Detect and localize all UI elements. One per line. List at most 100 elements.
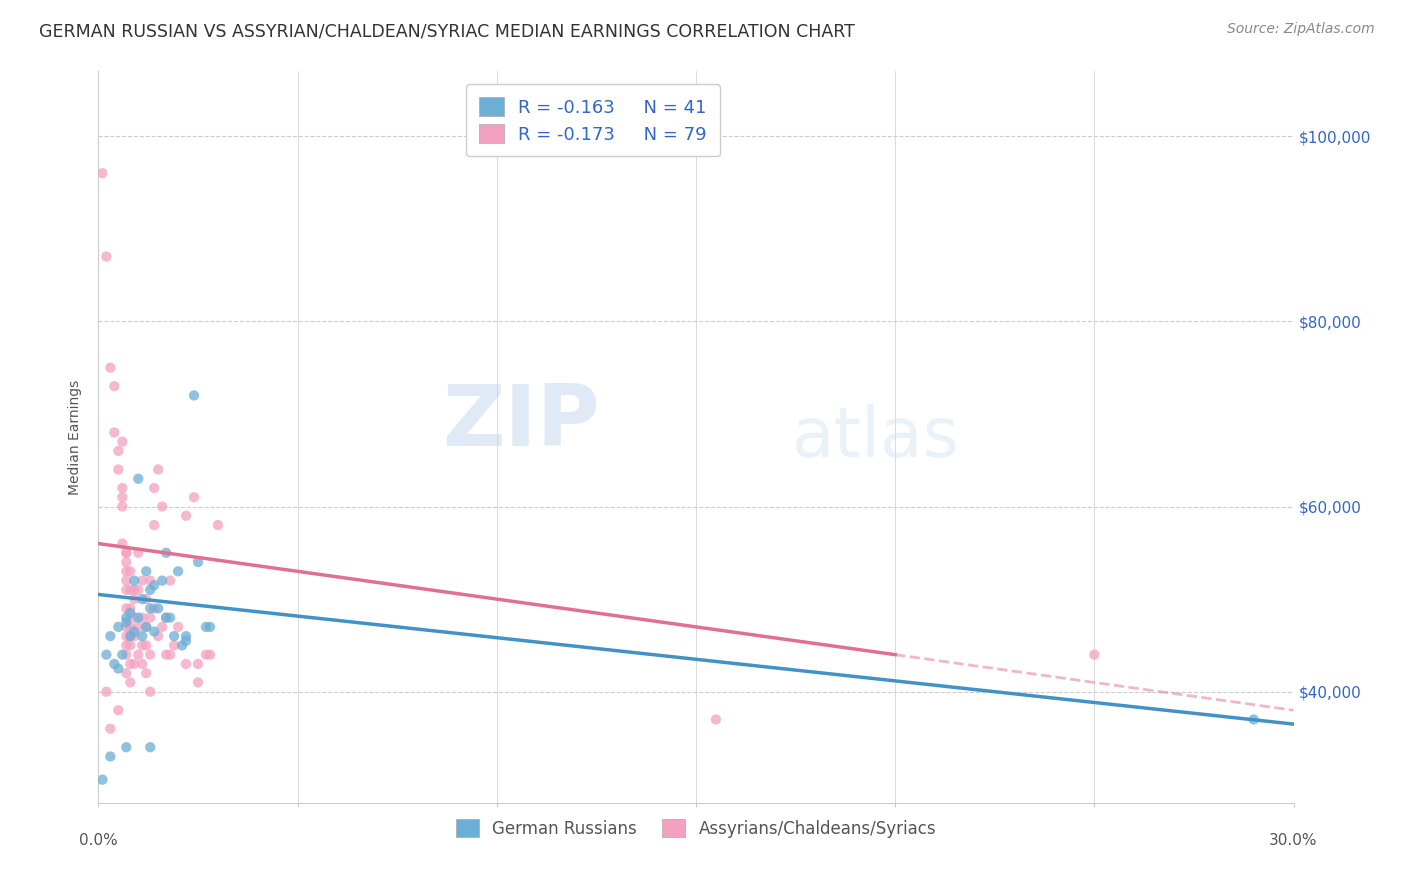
Point <box>120 582 142 597</box>
Point <box>115 615 138 630</box>
Point <box>115 666 138 681</box>
Text: atlas: atlas <box>792 403 959 471</box>
Point <box>127 648 149 662</box>
Point <box>135 565 157 579</box>
Point <box>150 500 173 514</box>
Point <box>143 601 166 615</box>
Point <box>135 620 157 634</box>
Point <box>174 508 197 523</box>
Point <box>135 639 157 653</box>
Text: ZIP: ZIP <box>443 381 600 464</box>
Point <box>155 546 177 560</box>
Point <box>143 578 166 592</box>
Point <box>115 546 138 560</box>
Point <box>148 462 170 476</box>
Point <box>155 610 177 624</box>
Point <box>127 582 149 597</box>
Point <box>98 722 122 736</box>
Point <box>96 684 118 698</box>
Point <box>131 574 153 588</box>
Point <box>120 675 142 690</box>
Point <box>135 666 157 681</box>
Point <box>163 629 186 643</box>
Point <box>150 620 173 634</box>
Point <box>174 657 197 671</box>
Point <box>115 574 138 588</box>
Point <box>111 500 134 514</box>
Point <box>115 565 138 579</box>
Y-axis label: Median Earnings: Median Earnings <box>69 379 83 495</box>
Point <box>115 639 138 653</box>
Point <box>127 610 149 624</box>
Point <box>96 250 118 264</box>
Point <box>207 518 229 533</box>
Point <box>183 490 205 504</box>
Point <box>124 582 146 597</box>
Point <box>107 462 129 476</box>
Point <box>139 601 162 615</box>
Point <box>115 582 138 597</box>
Point <box>111 434 134 449</box>
Point <box>198 648 221 662</box>
Point <box>91 166 114 180</box>
Point <box>131 657 153 671</box>
Point <box>124 629 146 643</box>
Point <box>159 610 181 624</box>
Point <box>103 379 125 393</box>
Point <box>139 648 162 662</box>
Point <box>115 601 138 615</box>
Point <box>139 610 162 624</box>
Point <box>131 610 153 624</box>
Point <box>139 740 162 755</box>
Text: Source: ZipAtlas.com: Source: ZipAtlas.com <box>1227 22 1375 37</box>
Point <box>111 536 134 550</box>
Point <box>124 574 146 588</box>
Point <box>103 657 125 671</box>
Point <box>115 620 138 634</box>
Point <box>120 565 142 579</box>
Point <box>148 629 170 643</box>
Point <box>139 684 162 698</box>
Point <box>115 648 138 662</box>
Point <box>107 661 129 675</box>
Point <box>127 620 149 634</box>
Point <box>120 620 142 634</box>
Point <box>148 601 170 615</box>
Point <box>143 518 166 533</box>
Point <box>120 629 142 643</box>
Point <box>198 620 221 634</box>
Point <box>120 629 142 643</box>
Point <box>115 610 138 624</box>
Point <box>131 592 153 607</box>
Point <box>115 555 138 569</box>
Point <box>167 565 190 579</box>
Point <box>143 624 166 639</box>
Point <box>159 648 181 662</box>
Point <box>124 657 146 671</box>
Point <box>103 425 125 440</box>
Point <box>107 444 129 458</box>
Point <box>96 648 118 662</box>
Point <box>98 749 122 764</box>
Point <box>174 629 197 643</box>
Point <box>124 610 146 624</box>
Point <box>127 472 149 486</box>
Point <box>174 633 197 648</box>
Point <box>98 629 122 643</box>
Point <box>120 639 142 653</box>
Point <box>187 555 209 569</box>
Point <box>115 740 138 755</box>
Point <box>187 657 209 671</box>
Point <box>167 620 190 634</box>
Legend: German Russians, Assyrians/Chaldeans/Syriacs: German Russians, Assyrians/Chaldeans/Syr… <box>444 807 948 849</box>
Text: 30.0%: 30.0% <box>1270 833 1317 848</box>
Point <box>155 648 177 662</box>
Point <box>1083 648 1105 662</box>
Point <box>131 639 153 653</box>
Point <box>1243 713 1265 727</box>
Point <box>195 648 218 662</box>
Point <box>91 772 114 787</box>
Point <box>120 657 142 671</box>
Point <box>195 620 218 634</box>
Point <box>107 703 129 717</box>
